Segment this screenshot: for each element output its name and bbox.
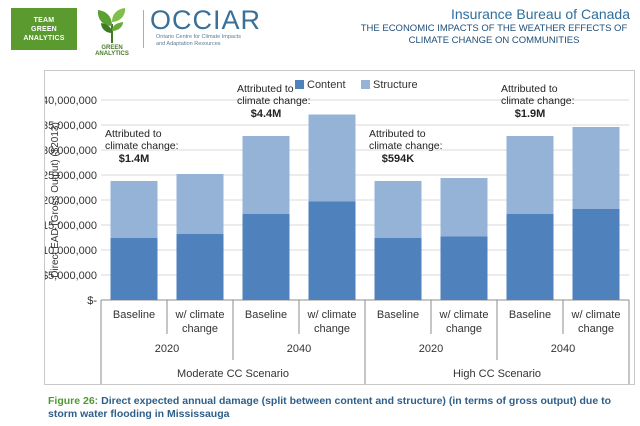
category-label: w/ climate (439, 309, 489, 321)
legend-swatch-content (295, 80, 304, 89)
bar-structure (374, 181, 422, 238)
y-tick-label: $25,000,000 (45, 170, 97, 182)
occiar-subtitle-line-1: Ontario Centre for Climate Impacts (156, 34, 241, 40)
bar-content (176, 234, 224, 300)
scenario-label: Moderate CC Scenario (177, 368, 289, 380)
year-label: 2040 (551, 343, 575, 355)
bar-structure (176, 174, 224, 234)
y-tick-label: $35,000,000 (45, 120, 97, 132)
team-green-analytics-badge: TEAM GREEN ANALYTICS (11, 8, 77, 50)
category-label: Baseline (377, 309, 419, 321)
analytics-label: ANALYTICS (23, 34, 65, 42)
annotation-value: $594K (382, 153, 414, 165)
y-tick-label: $20,000,000 (45, 195, 97, 207)
report-subtitle: The Economic Impacts of the Weather Effe… (360, 23, 628, 46)
annotation-line: climate change: (237, 95, 311, 107)
annotation-line: Attributed to (501, 83, 558, 95)
y-tick-label: $15,000,000 (45, 220, 97, 232)
y-tick-label: $30,000,000 (45, 145, 97, 157)
sprout-icon (97, 8, 126, 43)
year-label: 2020 (419, 343, 443, 355)
scenario-label: High CC Scenario (453, 368, 541, 380)
occiar-logo: OCCIAR Ontario Centre for Climate Impact… (150, 6, 310, 56)
y-tick-label: $40,000,000 (45, 95, 97, 107)
ibc-title: Insurance Bureau of Canada (450, 6, 630, 22)
bar-content (242, 214, 290, 300)
category-label: w/ climate (175, 309, 225, 321)
occiar-title: OCCIAR (150, 5, 262, 35)
bar-structure (506, 136, 554, 214)
annotation-line: climate change: (501, 95, 575, 107)
year-label: 2020 (155, 343, 179, 355)
y-tick-label: $10,000,000 (45, 245, 97, 257)
green-analytics-logo: GREEN ANALYTICS (84, 6, 140, 57)
bar-content (308, 201, 356, 300)
legend-label-structure: Structure (373, 79, 418, 91)
annotation-value: $4.4M (251, 108, 282, 120)
chart-frame: $- $5,000,000 $10,000,000 $15,000,000 $20,00… (44, 70, 635, 385)
category-label: w/ climate (571, 309, 621, 321)
bar-content (440, 236, 488, 300)
annotation-line: climate change: (369, 140, 443, 152)
category-label: Baseline (245, 309, 287, 321)
bar-structure (110, 181, 158, 238)
bar-structure (308, 114, 356, 202)
bar-content (506, 214, 554, 300)
green-label: GREEN (31, 25, 57, 33)
occiar-subtitle-line-2: and Adaptation Resources (156, 40, 221, 47)
annotation-line: Attributed to (369, 128, 426, 140)
ead-stacked-bar-chart: $- $5,000,000 $10,000,000 $15,000,000 $20,00… (45, 79, 630, 384)
figure-label: Figure 26: (48, 395, 99, 407)
y-axis-title: Direct EAD (Gross Output) ($2013) (50, 122, 61, 278)
report-header: Insurance Bureau of Canada The Economic … (310, 6, 630, 46)
bar-content (572, 209, 620, 300)
category-label: change (578, 323, 614, 335)
header-divider (143, 10, 144, 48)
annotation-line: Attributed to (237, 83, 294, 95)
bar-structure (440, 178, 488, 237)
category-label: Baseline (113, 309, 155, 321)
annotation-value: $1.4M (119, 153, 150, 165)
figure-caption: Figure 26: Direct expected annual damage… (48, 395, 633, 420)
bar-content (110, 238, 158, 300)
team-label: TEAM (33, 16, 55, 24)
legend-label-content: Content (307, 79, 346, 91)
figure-caption-text: Direct expected annual damage (split bet… (48, 395, 612, 420)
category-label: w/ climate (307, 309, 357, 321)
annotation-value: $1.9M (515, 108, 546, 120)
category-label: change (314, 323, 350, 335)
y-tick-label: $5,000,000 (45, 270, 97, 282)
y-tick-label: $- (87, 295, 97, 307)
year-label: 2040 (287, 343, 311, 355)
bar-structure (572, 127, 620, 209)
annotation-line: climate change: (105, 140, 179, 152)
bar-content (374, 238, 422, 300)
category-label: change (182, 323, 218, 335)
legend-swatch-structure (361, 80, 370, 89)
green-analytics-label: GREEN ANALYTICS (95, 45, 129, 57)
bar-structure (242, 136, 290, 214)
category-label: Baseline (509, 309, 551, 321)
annotation-line: Attributed to (105, 128, 162, 140)
category-label: change (446, 323, 482, 335)
